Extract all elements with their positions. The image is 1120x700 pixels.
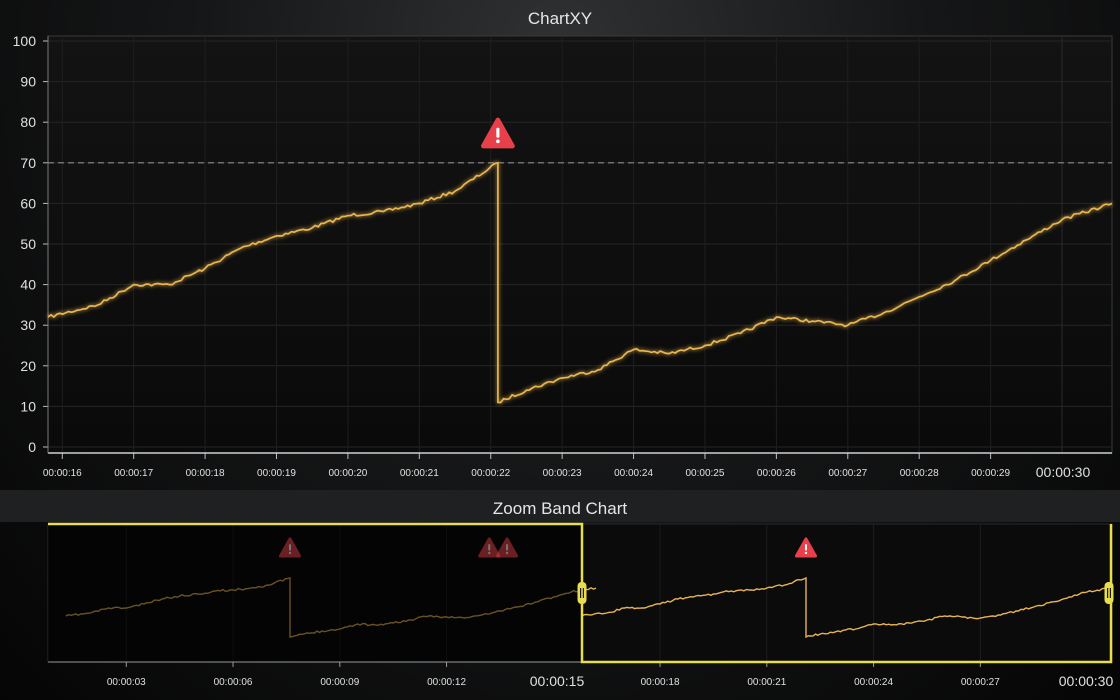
warning-triangle-icon[interactable] xyxy=(278,537,302,558)
warning-exclamation-bar xyxy=(804,544,807,551)
main-x-tick-label: 00:00:29 xyxy=(971,468,1010,479)
main-y-tick-label: 90 xyxy=(20,74,36,90)
main-y-tick-label: 50 xyxy=(20,236,36,252)
warning-exclamation-dot xyxy=(505,551,509,555)
zoom-x-tick-label: 00:00:12 xyxy=(427,677,466,688)
drag-handle-body[interactable] xyxy=(577,582,587,604)
warning-exclamation-dot xyxy=(804,551,808,555)
warning-exclamation-bar xyxy=(506,544,509,551)
zoom-band-title: Zoom Band Chart xyxy=(493,499,627,518)
zoom-x-tick-label: 00:00:27 xyxy=(961,677,1000,688)
zoom-header-bar xyxy=(0,490,1120,522)
main-y-tick-label: 60 xyxy=(20,195,36,211)
zoom-x-tick-label: 00:00:21 xyxy=(747,677,786,688)
main-y-tick-label: 40 xyxy=(20,277,36,293)
main-y-tick-label: 70 xyxy=(20,155,36,171)
zoom-selection-band[interactable] xyxy=(48,522,1113,664)
warning-triangle-shape xyxy=(496,537,519,558)
warning-triangle-shape xyxy=(278,537,302,558)
zoom-x-axis: 00:00:03 00:00:06 00:00:09 00:00:12 00:00:18… xyxy=(107,662,1000,688)
warning-exclamation-bar xyxy=(488,544,491,551)
main-series-line xyxy=(47,161,1113,404)
warning-triangle-icon[interactable] xyxy=(478,537,501,558)
main-x-tick-label: 00:00:18 xyxy=(186,468,225,479)
main-x-tick-label: 00:00:17 xyxy=(114,468,153,479)
main-x-tick-label: 00:00:25 xyxy=(685,468,724,479)
zoom-x-tick-label: 00:00:24 xyxy=(854,677,893,688)
zoom-x-tick-label: 00:00:03 xyxy=(107,677,146,688)
warning-triangle-icon[interactable] xyxy=(794,537,818,558)
warning-triangle-icon[interactable] xyxy=(496,537,519,558)
zoom-unselected-mask xyxy=(48,524,582,662)
main-x-major-label: 00:00:30 xyxy=(1036,464,1091,480)
main-y-axis: 0 10 20 30 40 50 60 70 80 90 100 xyxy=(13,33,48,455)
main-x-tick-label: 00:00:23 xyxy=(543,468,582,479)
zoom-x-major-label-2: 00:00:30 xyxy=(1059,673,1114,689)
main-x-tick-label: 00:00:28 xyxy=(900,468,939,479)
warning-triangle-shape xyxy=(478,537,501,558)
warning-exclamation-dot xyxy=(288,551,292,555)
main-x-tick-label: 00:00:22 xyxy=(471,468,510,479)
main-x-tick-label: 00:00:26 xyxy=(757,468,796,479)
main-x-tick-label: 00:00:16 xyxy=(43,468,82,479)
warning-exclamation-dot xyxy=(496,139,500,144)
main-grid xyxy=(48,36,1112,453)
zoom-x-major-label-1: 00:00:15 xyxy=(530,673,585,689)
warning-exclamation-bar xyxy=(496,127,500,138)
warning-exclamation-dot xyxy=(488,551,491,555)
warning-triangle-icon[interactable] xyxy=(480,117,515,149)
main-y-tick-label: 80 xyxy=(20,114,36,130)
main-x-tick-label: 00:00:21 xyxy=(400,468,439,479)
main-y-tick-label: 30 xyxy=(20,317,36,333)
main-x-tick-label: 00:00:19 xyxy=(257,468,296,479)
drag-handle-body[interactable] xyxy=(1104,582,1114,604)
zoom-alerts xyxy=(278,537,818,558)
main-y-tick-label: 0 xyxy=(28,439,36,455)
warning-triangle-icon[interactable] xyxy=(480,117,515,149)
zoom-x-tick-label: 00:00:09 xyxy=(320,677,359,688)
main-x-tick-label: 00:00:24 xyxy=(614,468,653,479)
zoom-x-tick-label: 00:00:06 xyxy=(214,677,253,688)
main-y-tick-label: 20 xyxy=(20,358,36,374)
main-y-tick-label: 100 xyxy=(13,33,37,49)
drag-handle-icon[interactable] xyxy=(577,582,587,604)
main-chart-title: ChartXY xyxy=(528,9,592,28)
main-x-tick-label: 00:00:27 xyxy=(828,468,867,479)
drag-handle-icon[interactable] xyxy=(1104,582,1114,604)
warning-exclamation-bar xyxy=(288,544,291,551)
main-y-tick-label: 10 xyxy=(20,398,36,414)
main-x-tick-label: 00:00:20 xyxy=(328,468,367,479)
main-x-axis: 00:00:16 00:00:17 00:00:18 00:00:19 00:00:20… xyxy=(43,453,1010,479)
zoom-x-tick-label: 00:00:18 xyxy=(641,677,680,688)
